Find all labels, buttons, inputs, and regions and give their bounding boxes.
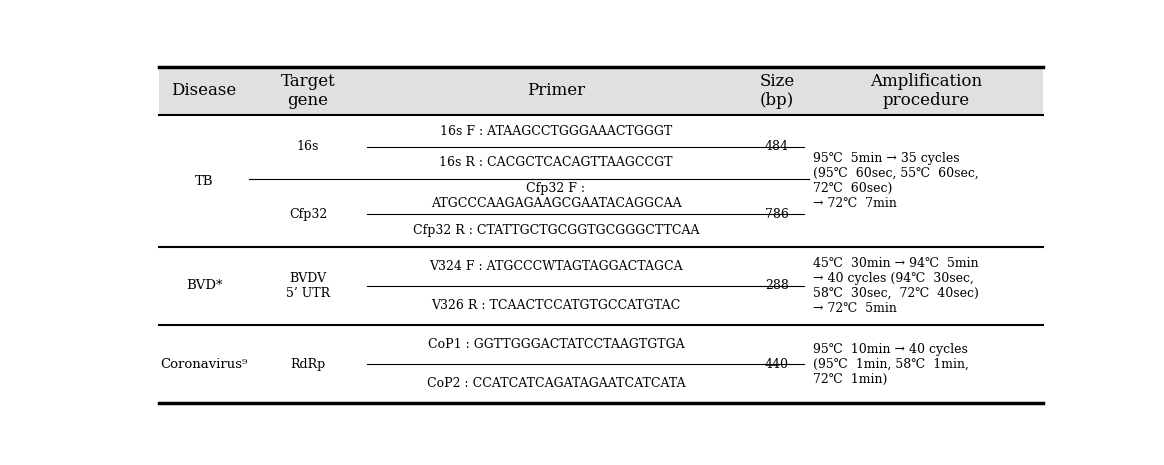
Text: 484: 484 bbox=[765, 140, 789, 153]
Text: CoP1 : GGTTGGGACTATCCTAAGTGTGA: CoP1 : GGTTGGGACTATCCTAAGTGTGA bbox=[427, 338, 684, 351]
Text: Cfp32 R : CTATTGCTGCGGTGCGGGCTTCAA: Cfp32 R : CTATTGCTGCGGTGCGGGCTTCAA bbox=[413, 224, 700, 237]
Text: 16s: 16s bbox=[297, 140, 319, 153]
Text: RdRp: RdRp bbox=[290, 358, 326, 371]
Bar bbox=[159, 66, 1043, 115]
Text: V326 R : TCAACTCCATGTGCCATGTAC: V326 R : TCAACTCCATGTGCCATGTAC bbox=[432, 299, 681, 312]
Text: 16s F : ATAAGCCTGGGAAACTGGGT: 16s F : ATAAGCCTGGGAAACTGGGT bbox=[440, 125, 672, 138]
Text: Primer: Primer bbox=[527, 82, 585, 100]
Text: 95℃  5min → 35 cycles
(95℃  60sec, 55℃  60sec,
72℃  60sec)
→ 72℃  7min: 95℃ 5min → 35 cycles (95℃ 60sec, 55℃ 60s… bbox=[812, 152, 979, 210]
Text: V324 F : ATGCCCWTAGTAGGACTAGCA: V324 F : ATGCCCWTAGTAGGACTAGCA bbox=[430, 260, 683, 273]
Text: Coronavirus⁹: Coronavirus⁹ bbox=[161, 358, 248, 371]
Text: Size
(bp): Size (bp) bbox=[759, 73, 795, 109]
Text: Cfp32: Cfp32 bbox=[289, 207, 327, 220]
Text: Target
gene: Target gene bbox=[281, 73, 335, 109]
Text: TB: TB bbox=[194, 175, 213, 188]
Text: CoP2 : CCATCATCAGATAGAATCATCATA: CoP2 : CCATCATCAGATAGAATCATCATA bbox=[427, 377, 686, 390]
Text: BVD*: BVD* bbox=[186, 279, 222, 292]
Text: 288: 288 bbox=[765, 279, 789, 292]
Text: Amplification
procedure: Amplification procedure bbox=[870, 73, 982, 109]
Text: Disease: Disease bbox=[171, 82, 236, 100]
Text: 440: 440 bbox=[765, 358, 789, 371]
Text: Cfp32 F :
ATGCCCAAGAGAAGCGAATACAGGCAA: Cfp32 F : ATGCCCAAGAGAAGCGAATACAGGCAA bbox=[431, 182, 681, 210]
Text: 786: 786 bbox=[765, 207, 789, 220]
Text: 16s R : CACGCTCACAGTTAAGCCGT: 16s R : CACGCTCACAGTTAAGCCGT bbox=[439, 156, 673, 169]
Text: BVDV
5’ UTR: BVDV 5’ UTR bbox=[286, 272, 329, 300]
Text: 45℃  30min → 94℃  5min
→ 40 cycles (94℃  30sec,
58℃  30sec,  72℃  40sec)
→ 72℃  : 45℃ 30min → 94℃ 5min → 40 cycles (94℃ 30… bbox=[812, 257, 979, 315]
Text: 95℃  10min → 40 cycles
(95℃  1min, 58℃  1min,
72℃  1min): 95℃ 10min → 40 cycles (95℃ 1min, 58℃ 1mi… bbox=[812, 343, 968, 385]
